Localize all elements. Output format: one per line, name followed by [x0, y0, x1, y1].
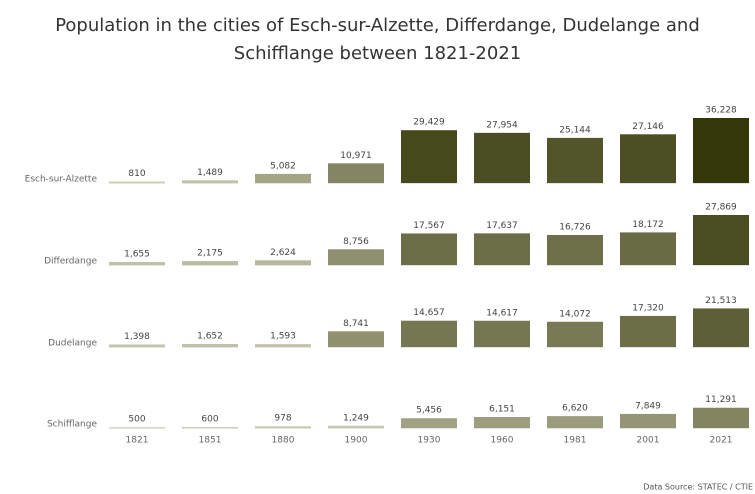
bar [474, 320, 530, 347]
value-label: 17,567 [413, 221, 445, 231]
x-tick-label: 1981 [564, 436, 587, 446]
bar [693, 407, 749, 428]
value-label: 27,146 [632, 122, 664, 132]
bar [182, 180, 238, 183]
bar [328, 249, 384, 265]
value-label: 27,869 [705, 202, 737, 212]
bar [109, 344, 165, 347]
row-label: Differdange [44, 257, 97, 267]
row-label: Dudelange [48, 339, 97, 349]
value-label: 21,513 [705, 296, 737, 306]
x-tick-label: 2001 [637, 436, 660, 446]
bar [109, 427, 165, 428]
bar [620, 232, 676, 265]
bar [547, 137, 603, 183]
value-label: 810 [128, 169, 145, 179]
value-label: 1,398 [124, 332, 150, 342]
row-label: Esch-sur-Alzette [25, 175, 98, 185]
row-label: Schifflange [47, 420, 97, 430]
bar [328, 331, 384, 347]
chart-title: Population in the cities of Esch-sur-Alz… [55, 15, 700, 64]
bar [547, 321, 603, 347]
x-tick-label: 1851 [199, 436, 222, 446]
bar [547, 416, 603, 428]
source: Data Source: STATEC / CTIE [643, 483, 753, 492]
value-label: 16,726 [559, 222, 591, 232]
bar [693, 118, 749, 183]
x-tick-label: 1960 [491, 436, 514, 446]
value-label: 2,624 [270, 248, 296, 258]
x-tick-label: 1821 [126, 436, 149, 446]
bar [474, 416, 530, 428]
value-label: 36,228 [705, 106, 737, 116]
bar [109, 181, 165, 183]
x-tick-label: 1880 [272, 436, 295, 446]
value-label: 8,756 [343, 237, 369, 247]
value-label: 6,151 [489, 404, 515, 414]
value-label: 5,456 [416, 406, 442, 416]
bar [328, 425, 384, 428]
bar [328, 163, 384, 183]
value-label: 500 [128, 415, 145, 425]
bar [620, 315, 676, 347]
value-label: 29,429 [413, 118, 445, 128]
bar [474, 233, 530, 265]
bar [401, 233, 457, 265]
value-label: 18,172 [632, 220, 664, 230]
bar [547, 234, 603, 265]
bar [620, 413, 676, 428]
value-label: 1,489 [197, 168, 223, 178]
bar [693, 308, 749, 347]
bar [109, 262, 165, 265]
x-tick-label: 2021 [710, 436, 733, 446]
value-label: 1,593 [270, 332, 296, 342]
value-label: 11,291 [705, 395, 737, 405]
value-label: 14,657 [413, 308, 445, 318]
bar [474, 132, 530, 183]
bar [255, 260, 311, 265]
bar [693, 214, 749, 265]
bar [182, 261, 238, 265]
value-label: 27,954 [486, 120, 518, 130]
x-tick-label: 1900 [345, 436, 368, 446]
bar [182, 344, 238, 347]
bar [620, 134, 676, 183]
value-label: 6,620 [562, 404, 588, 414]
value-label: 2,175 [197, 249, 223, 259]
bar [255, 173, 311, 183]
bar [255, 344, 311, 347]
value-label: 5,082 [270, 161, 296, 171]
bar [255, 426, 311, 428]
value-label: 14,617 [486, 308, 518, 318]
value-label: 14,072 [559, 309, 591, 319]
value-label: 17,637 [486, 221, 518, 231]
bar [401, 130, 457, 183]
value-label: 1,655 [124, 250, 150, 260]
bar [401, 418, 457, 428]
value-label: 25,144 [559, 125, 591, 135]
value-label: 600 [201, 414, 218, 424]
value-label: 978 [274, 414, 291, 424]
value-label: 1,652 [197, 332, 223, 342]
value-label: 8,741 [343, 319, 369, 329]
value-label: 7,849 [635, 401, 661, 411]
x-tick-label: 1930 [418, 436, 441, 446]
value-label: 10,971 [340, 151, 372, 161]
value-label: 17,320 [632, 303, 664, 313]
bar [401, 320, 457, 347]
value-label: 1,249 [343, 413, 369, 423]
bar [182, 426, 238, 428]
